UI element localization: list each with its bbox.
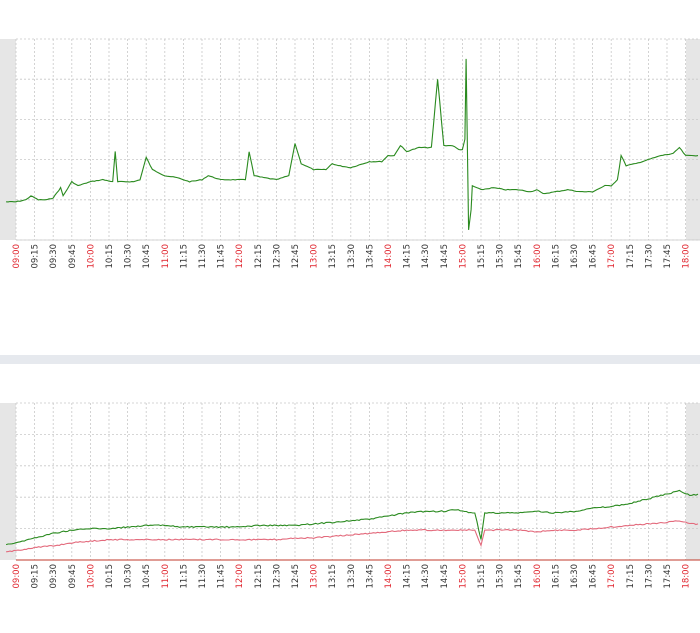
x-tick-label: 11:30 <box>198 564 208 589</box>
plot-area <box>16 403 686 560</box>
x-tick-label: 13:30 <box>347 244 357 269</box>
x-tick-label: 10:45 <box>142 244 152 269</box>
panel-separator <box>0 355 700 364</box>
x-tick-label: 09:00 <box>12 564 22 589</box>
x-tick-label: 14:30 <box>421 244 431 269</box>
x-tick-label: 14:15 <box>403 244 413 269</box>
x-tick-label: 13:15 <box>328 244 338 269</box>
x-tick-label: 11:45 <box>217 244 227 269</box>
x-tick-label: 16:15 <box>551 244 561 269</box>
x-tick-label: 11:15 <box>179 564 189 589</box>
x-tick-label: 10:30 <box>124 564 134 589</box>
x-tick-label: 13:15 <box>328 564 338 589</box>
x-tick-label: 17:00 <box>607 244 617 269</box>
x-tick-label: 16:45 <box>589 244 599 269</box>
x-tick-label: 17:15 <box>626 564 636 589</box>
x-tick-label: 14:45 <box>440 564 450 589</box>
x-tick-label: 12:30 <box>272 564 282 589</box>
x-tick-label: 14:00 <box>384 564 394 589</box>
x-tick-label: 15:00 <box>458 244 468 269</box>
series-line-1 <box>6 520 699 553</box>
x-tick-label: 15:30 <box>496 244 506 269</box>
x-tick-label: 09:15 <box>31 564 41 589</box>
x-tick-label: 14:00 <box>384 244 394 269</box>
x-tick-label: 10:00 <box>86 244 96 269</box>
x-tick-label: 09:30 <box>49 564 59 589</box>
x-tick-label: 09:45 <box>68 244 78 269</box>
x-tick-label: 16:45 <box>589 564 599 589</box>
x-tick-label: 10:45 <box>142 564 152 589</box>
x-tick-label: 10:30 <box>124 244 134 269</box>
x-tick-label: 10:15 <box>105 564 115 589</box>
x-tick-label: 17:45 <box>663 564 673 589</box>
x-tick-label: 12:45 <box>291 244 301 269</box>
x-tick-label: 16:30 <box>570 244 580 269</box>
x-tick-label: 17:30 <box>644 244 654 269</box>
x-tick-label: 13:30 <box>347 564 357 589</box>
x-tick-label: 17:00 <box>607 564 617 589</box>
x-tick-label: 14:45 <box>440 244 450 269</box>
x-tick-label: 14:30 <box>421 564 431 589</box>
x-tick-label: 16:30 <box>570 564 580 589</box>
x-tick-label: 12:15 <box>254 244 264 269</box>
x-tick-label: 15:30 <box>496 564 506 589</box>
x-tick-label: 13:00 <box>310 244 320 269</box>
x-tick-label: 09:15 <box>31 244 41 269</box>
x-tick-label: 10:15 <box>105 244 115 269</box>
x-tick-label: 15:00 <box>458 564 468 589</box>
x-tick-label: 11:00 <box>161 564 171 589</box>
x-tick-label: 12:00 <box>235 244 245 268</box>
x-tick-label: 16:00 <box>533 244 543 269</box>
left-axis-band <box>0 403 16 560</box>
x-tick-label: 18:00 <box>682 244 692 269</box>
x-tick-label: 09:00 <box>12 244 22 269</box>
x-tick-label: 09:30 <box>49 244 59 269</box>
x-tick-label: 11:30 <box>198 244 208 269</box>
x-tick-label: 09:45 <box>68 564 78 589</box>
x-tick-label: 12:45 <box>291 564 301 589</box>
bottom-chart: 09:00 09:15 09:30 09:45 10:00 10:15 10:30 10:45… <box>0 402 700 589</box>
x-tick-label: 13:45 <box>365 244 375 269</box>
top-chart: 09:00 09:15 09:30 09:45 10:00 10:15 10:30 10:45… <box>0 38 700 269</box>
x-tick-label: 18:00 <box>682 564 692 589</box>
left-axis-band <box>0 39 16 240</box>
series-line-0 <box>6 58 699 230</box>
x-tick-label: 13:00 <box>310 564 320 589</box>
x-tick-label: 15:15 <box>477 564 487 589</box>
right-axis-band <box>686 403 700 560</box>
x-tick-label: 16:15 <box>551 564 561 589</box>
x-tick-label: 13:45 <box>365 564 375 589</box>
x-tick-label: 11:00 <box>161 244 171 269</box>
x-tick-label: 17:45 <box>663 244 673 269</box>
x-tick-label: 15:15 <box>477 244 487 269</box>
x-tick-label: 11:45 <box>217 564 227 589</box>
x-tick-label: 12:30 <box>272 244 282 269</box>
series-line-0 <box>5 489 699 546</box>
x-tick-label: 16:00 <box>533 564 543 589</box>
x-tick-label: 14:15 <box>403 564 413 589</box>
x-tick-label: 10:00 <box>86 564 96 589</box>
x-tick-label: 12:15 <box>254 564 264 589</box>
right-axis-band <box>686 39 700 240</box>
x-tick-label: 15:45 <box>514 564 524 589</box>
x-tick-label: 17:15 <box>626 244 636 269</box>
x-tick-label: 12:00 <box>235 564 245 589</box>
x-tick-label: 17:30 <box>644 564 654 589</box>
x-tick-label: 11:15 <box>179 244 189 269</box>
x-tick-label: 15:45 <box>514 244 524 269</box>
